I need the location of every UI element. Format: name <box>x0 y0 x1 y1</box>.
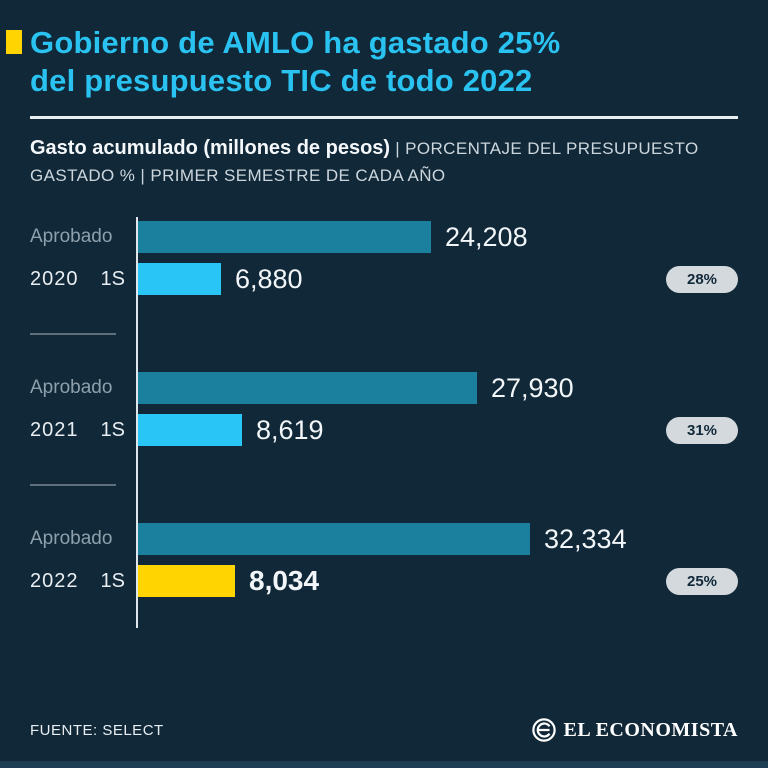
year-text: 2020 <box>30 267 79 290</box>
approved-label: Aprobado <box>30 377 113 399</box>
approved-value: 27,930 <box>491 372 574 403</box>
semester-bar-cell: 8,034 <box>138 565 666 598</box>
approved-bar <box>138 221 431 254</box>
title-line-2: del presupuesto TIC de todo 2022 <box>30 62 533 98</box>
percent-badge: 25% <box>666 567 738 595</box>
approved-value: 32,334 <box>544 523 627 554</box>
semester-text: 1S <box>100 569 125 592</box>
el-economista-logo-icon <box>531 718 556 742</box>
semester-bar <box>138 263 221 296</box>
group-divider <box>30 483 116 486</box>
header-divider <box>30 115 738 119</box>
group-divider <box>30 332 116 335</box>
bar-group-2022: Aprobado 32,334 2022 1S 8,034 25% <box>30 523 738 598</box>
bar-chart: Aprobado 24,208 2020 1S 6,880 28% Aprobado 27,9… <box>30 216 738 628</box>
semester-row: 2020 1S 6,880 28% <box>30 263 738 296</box>
approved-row: Aprobado 24,208 <box>30 221 738 254</box>
semester-bar <box>138 414 242 447</box>
header: Gobierno de AMLO ha gastado 25% del pres… <box>0 0 768 189</box>
approved-row: Aprobado 32,334 <box>30 523 738 556</box>
el-economista-logo: EL ECONOMISTA <box>531 718 739 742</box>
brand-name: EL ECONOMISTA <box>563 718 738 741</box>
semester-bar-cell: 8,619 <box>138 414 666 447</box>
approved-label: Aprobado <box>30 528 113 550</box>
subtitle-bold-text: Gasto acumulado (millones de pesos) <box>30 136 391 159</box>
year-label: 2020 1S <box>30 268 138 291</box>
semester-value: 8,034 <box>249 565 320 597</box>
approved-bar-cell: 27,930 <box>138 372 738 405</box>
approved-bar-cell: 24,208 <box>138 221 738 254</box>
approved-label: Aprobado <box>30 226 113 248</box>
semester-text: 1S <box>100 418 125 441</box>
year-text: 2021 <box>30 418 79 441</box>
source-label: FUENTE: SELECT <box>30 721 164 739</box>
percent-badge: 31% <box>666 416 738 444</box>
chart-axis-line <box>136 216 138 628</box>
semester-bar <box>138 565 235 598</box>
title-line-1: Gobierno de AMLO ha gastado 25% <box>30 25 561 60</box>
semester-value: 6,880 <box>235 263 303 294</box>
year-label: 2021 1S <box>30 419 138 442</box>
page-title: Gobierno de AMLO ha gastado 25% del pres… <box>30 24 738 100</box>
bar-groups: Aprobado 24,208 2020 1S 6,880 28% Aprobado 27,9… <box>30 221 738 598</box>
semester-row: 2021 1S 8,619 31% <box>30 414 738 447</box>
yellow-marker <box>6 30 22 54</box>
percent-badge: 28% <box>666 265 738 293</box>
subtitle-caps-text: | PORCENTAJE DEL PRESUPUESTO GASTADO % |… <box>30 138 699 185</box>
chart-subtitle: Gasto acumulado (millones de pesos) | PO… <box>30 133 730 189</box>
approved-bar-cell: 32,334 <box>138 523 738 556</box>
semester-value: 8,619 <box>256 414 324 445</box>
bar-group-2020: Aprobado 24,208 2020 1S 6,880 28% <box>30 221 738 296</box>
year-text: 2022 <box>30 569 79 592</box>
semester-text: 1S <box>100 267 125 290</box>
bar-group-2021: Aprobado 27,930 2021 1S 8,619 31% <box>30 372 738 447</box>
approved-bar <box>138 523 530 556</box>
bottom-strip <box>0 761 768 768</box>
semester-bar-cell: 6,880 <box>138 263 666 296</box>
semester-row: 2022 1S 8,034 25% <box>30 565 738 598</box>
year-label: 2022 1S <box>30 570 138 593</box>
approved-value: 24,208 <box>445 221 528 252</box>
approved-bar <box>138 372 477 405</box>
footer: FUENTE: SELECT EL ECONOMISTA <box>30 718 738 742</box>
approved-row: Aprobado 27,930 <box>30 372 738 405</box>
